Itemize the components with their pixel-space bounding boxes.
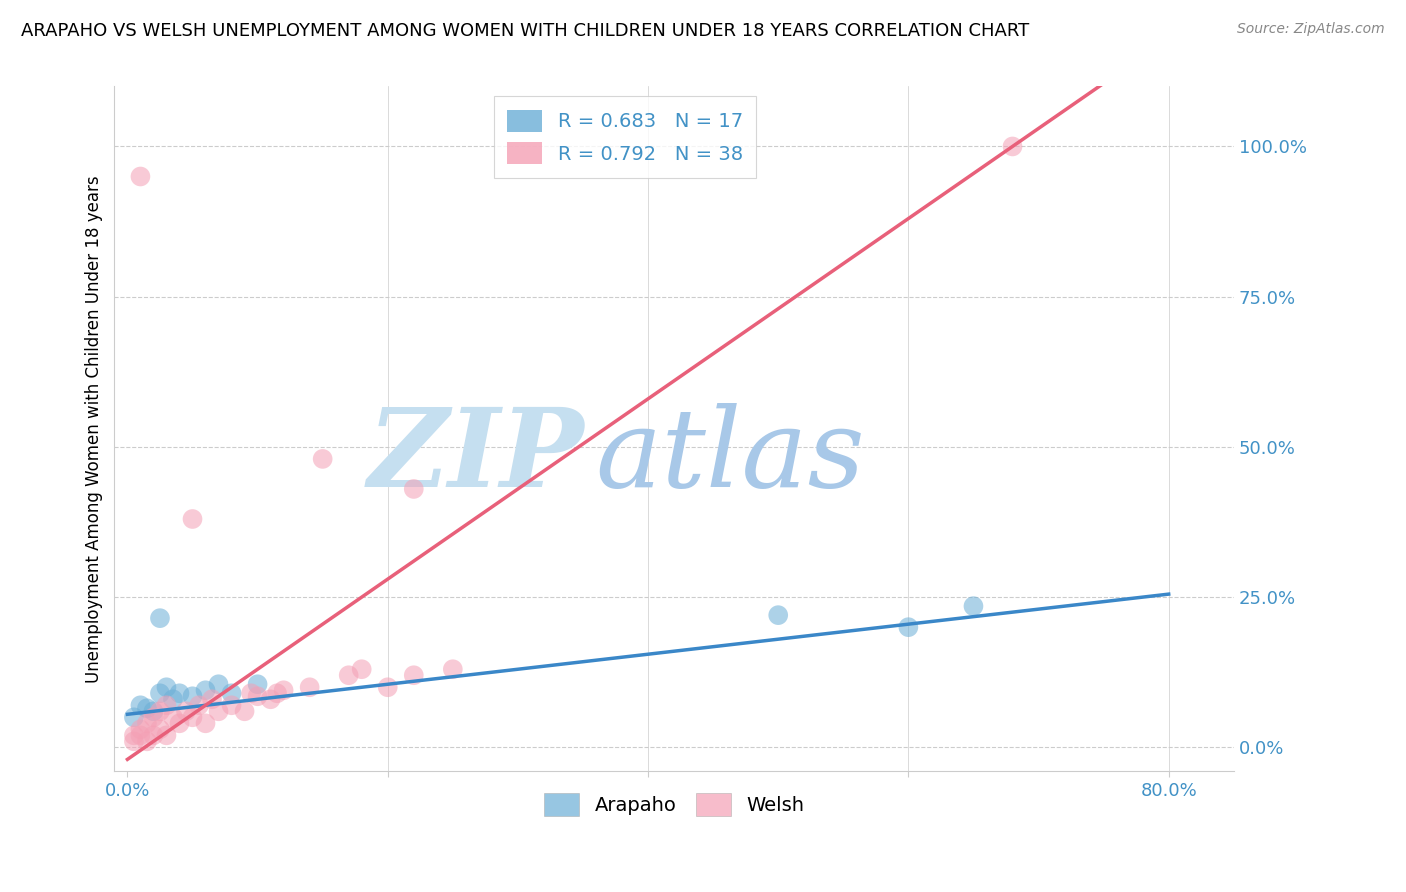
Point <box>181 512 204 526</box>
Point <box>221 686 243 700</box>
Point <box>1001 139 1024 153</box>
Point <box>122 710 145 724</box>
Point <box>149 611 172 625</box>
Point <box>298 680 321 694</box>
Point <box>240 686 263 700</box>
Point <box>181 710 204 724</box>
Y-axis label: Unemployment Among Women with Children Under 18 years: Unemployment Among Women with Children U… <box>86 175 103 682</box>
Point <box>246 677 269 691</box>
Point <box>201 692 224 706</box>
Point <box>129 698 152 713</box>
Point <box>207 677 229 691</box>
Point <box>155 698 177 713</box>
Point <box>136 716 159 731</box>
Point <box>181 690 204 704</box>
Point <box>962 599 984 614</box>
Point <box>129 728 152 742</box>
Point <box>194 716 217 731</box>
Point <box>273 683 295 698</box>
Point <box>122 728 145 742</box>
Point <box>174 704 197 718</box>
Point <box>441 662 464 676</box>
Point <box>259 692 281 706</box>
Point <box>337 668 360 682</box>
Point <box>169 686 191 700</box>
Point <box>129 169 152 184</box>
Point <box>162 710 184 724</box>
Point <box>246 690 269 704</box>
Point <box>149 686 172 700</box>
Point <box>162 692 184 706</box>
Point <box>155 680 177 694</box>
Point <box>136 701 159 715</box>
Point <box>142 704 165 718</box>
Point <box>188 698 211 713</box>
Point <box>136 734 159 748</box>
Point <box>233 704 256 718</box>
Text: atlas: atlas <box>596 402 865 510</box>
Text: ZIP: ZIP <box>368 402 585 510</box>
Point <box>142 710 165 724</box>
Legend: Arapaho, Welsh: Arapaho, Welsh <box>536 785 813 823</box>
Point <box>142 728 165 742</box>
Point <box>897 620 920 634</box>
Point <box>402 482 425 496</box>
Point <box>155 728 177 742</box>
Point <box>122 734 145 748</box>
Point <box>266 686 288 700</box>
Point <box>149 723 172 737</box>
Point <box>129 723 152 737</box>
Point <box>207 704 229 718</box>
Text: ARAPAHO VS WELSH UNEMPLOYMENT AMONG WOMEN WITH CHILDREN UNDER 18 YEARS CORRELATI: ARAPAHO VS WELSH UNEMPLOYMENT AMONG WOME… <box>21 22 1029 40</box>
Point <box>169 716 191 731</box>
Point <box>402 668 425 682</box>
Point <box>149 704 172 718</box>
Point <box>194 683 217 698</box>
Point <box>768 608 790 623</box>
Point <box>377 680 399 694</box>
Point <box>350 662 373 676</box>
Point <box>221 698 243 713</box>
Text: Source: ZipAtlas.com: Source: ZipAtlas.com <box>1237 22 1385 37</box>
Point <box>311 451 333 466</box>
